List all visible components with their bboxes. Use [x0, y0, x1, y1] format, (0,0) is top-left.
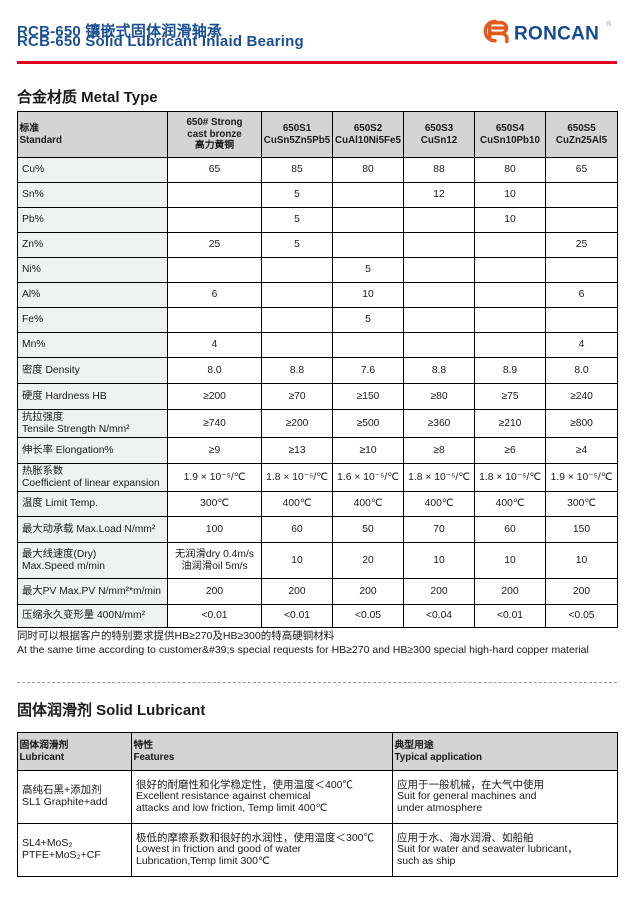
- svg-text:®: ®: [606, 20, 611, 28]
- svg-text:RONCAN: RONCAN: [514, 24, 599, 45]
